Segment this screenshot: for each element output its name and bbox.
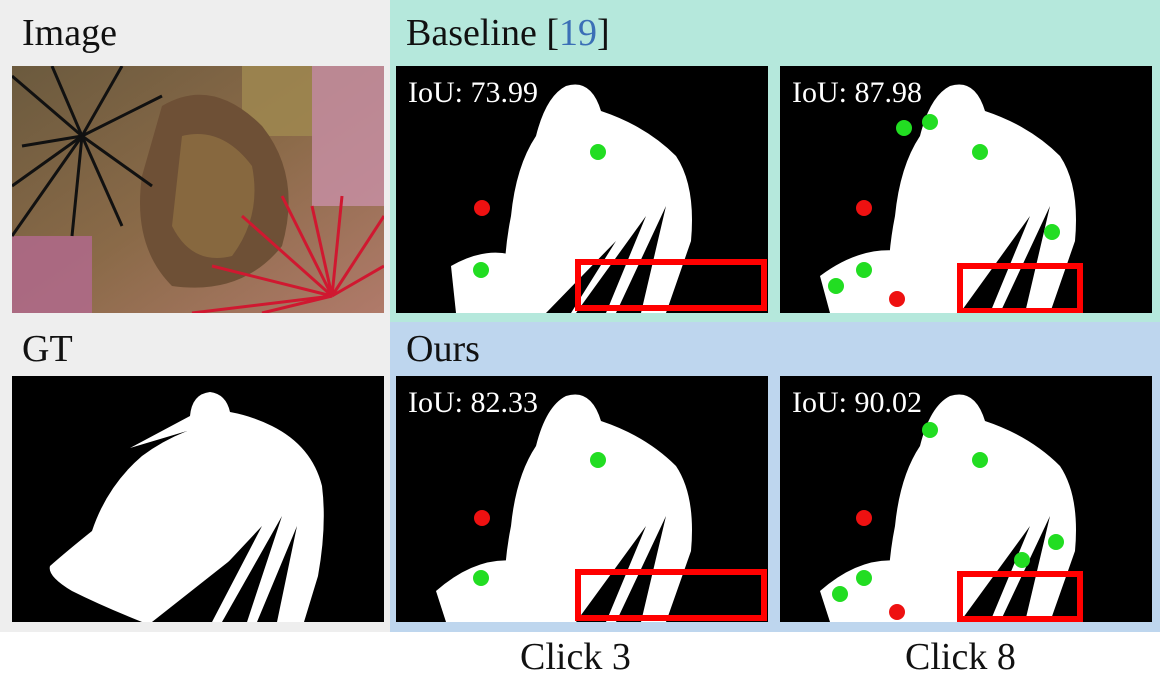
negative-click-1 <box>474 510 490 526</box>
negative-click-1 <box>856 200 872 216</box>
positive-click-2 <box>473 262 489 278</box>
positive-click-4 <box>1014 552 1030 568</box>
positive-click-1 <box>590 144 606 160</box>
highlight-box <box>575 259 767 311</box>
positive-click-2 <box>972 452 988 468</box>
positive-click-6 <box>828 278 844 294</box>
highlight-box <box>957 263 1083 313</box>
ours-click8-panel: IoU: 90.02 <box>780 376 1152 622</box>
positive-click-1 <box>922 422 938 438</box>
positive-click-3 <box>972 144 988 160</box>
positive-click-1 <box>590 452 606 468</box>
baseline-click8-panel: IoU: 87.98 <box>780 66 1152 313</box>
positive-click-6 <box>832 586 848 602</box>
iou-score: IoU: 87.98 <box>792 76 922 109</box>
highlight-box <box>575 569 767 621</box>
baseline-label: Baseline [19] <box>406 14 610 52</box>
iou-score: IoU: 90.02 <box>792 386 922 419</box>
positive-click-3 <box>1048 534 1064 550</box>
image-label: Image <box>22 12 117 54</box>
baseline-click3-panel: IoU: 73.99 <box>396 66 768 313</box>
input-photo <box>12 66 384 313</box>
positive-click-2 <box>473 570 489 586</box>
ours-label: Ours <box>406 328 480 370</box>
positive-click-1 <box>896 120 912 136</box>
gt-label: GT <box>22 328 73 370</box>
iou-score: IoU: 82.33 <box>408 386 538 419</box>
positive-click-5 <box>856 262 872 278</box>
baseline-citation[interactable]: 19 <box>559 12 598 54</box>
baseline-text: Baseline [ <box>406 12 560 54</box>
caption-click8: Click 8 <box>905 636 1016 678</box>
positive-click-2 <box>922 114 938 130</box>
negative-click-2 <box>889 604 905 620</box>
ours-click3-panel: IoU: 82.33 <box>396 376 768 622</box>
negative-click-1 <box>856 510 872 526</box>
iou-score: IoU: 73.99 <box>408 76 538 109</box>
positive-click-4 <box>1044 224 1060 240</box>
positive-click-5 <box>856 570 872 586</box>
baseline-close: ] <box>597 12 610 54</box>
caption-click3: Click 3 <box>520 636 631 678</box>
negative-click-1 <box>474 200 490 216</box>
gt-mask <box>12 376 384 622</box>
negative-click-2 <box>889 291 905 307</box>
highlight-box <box>957 571 1083 622</box>
